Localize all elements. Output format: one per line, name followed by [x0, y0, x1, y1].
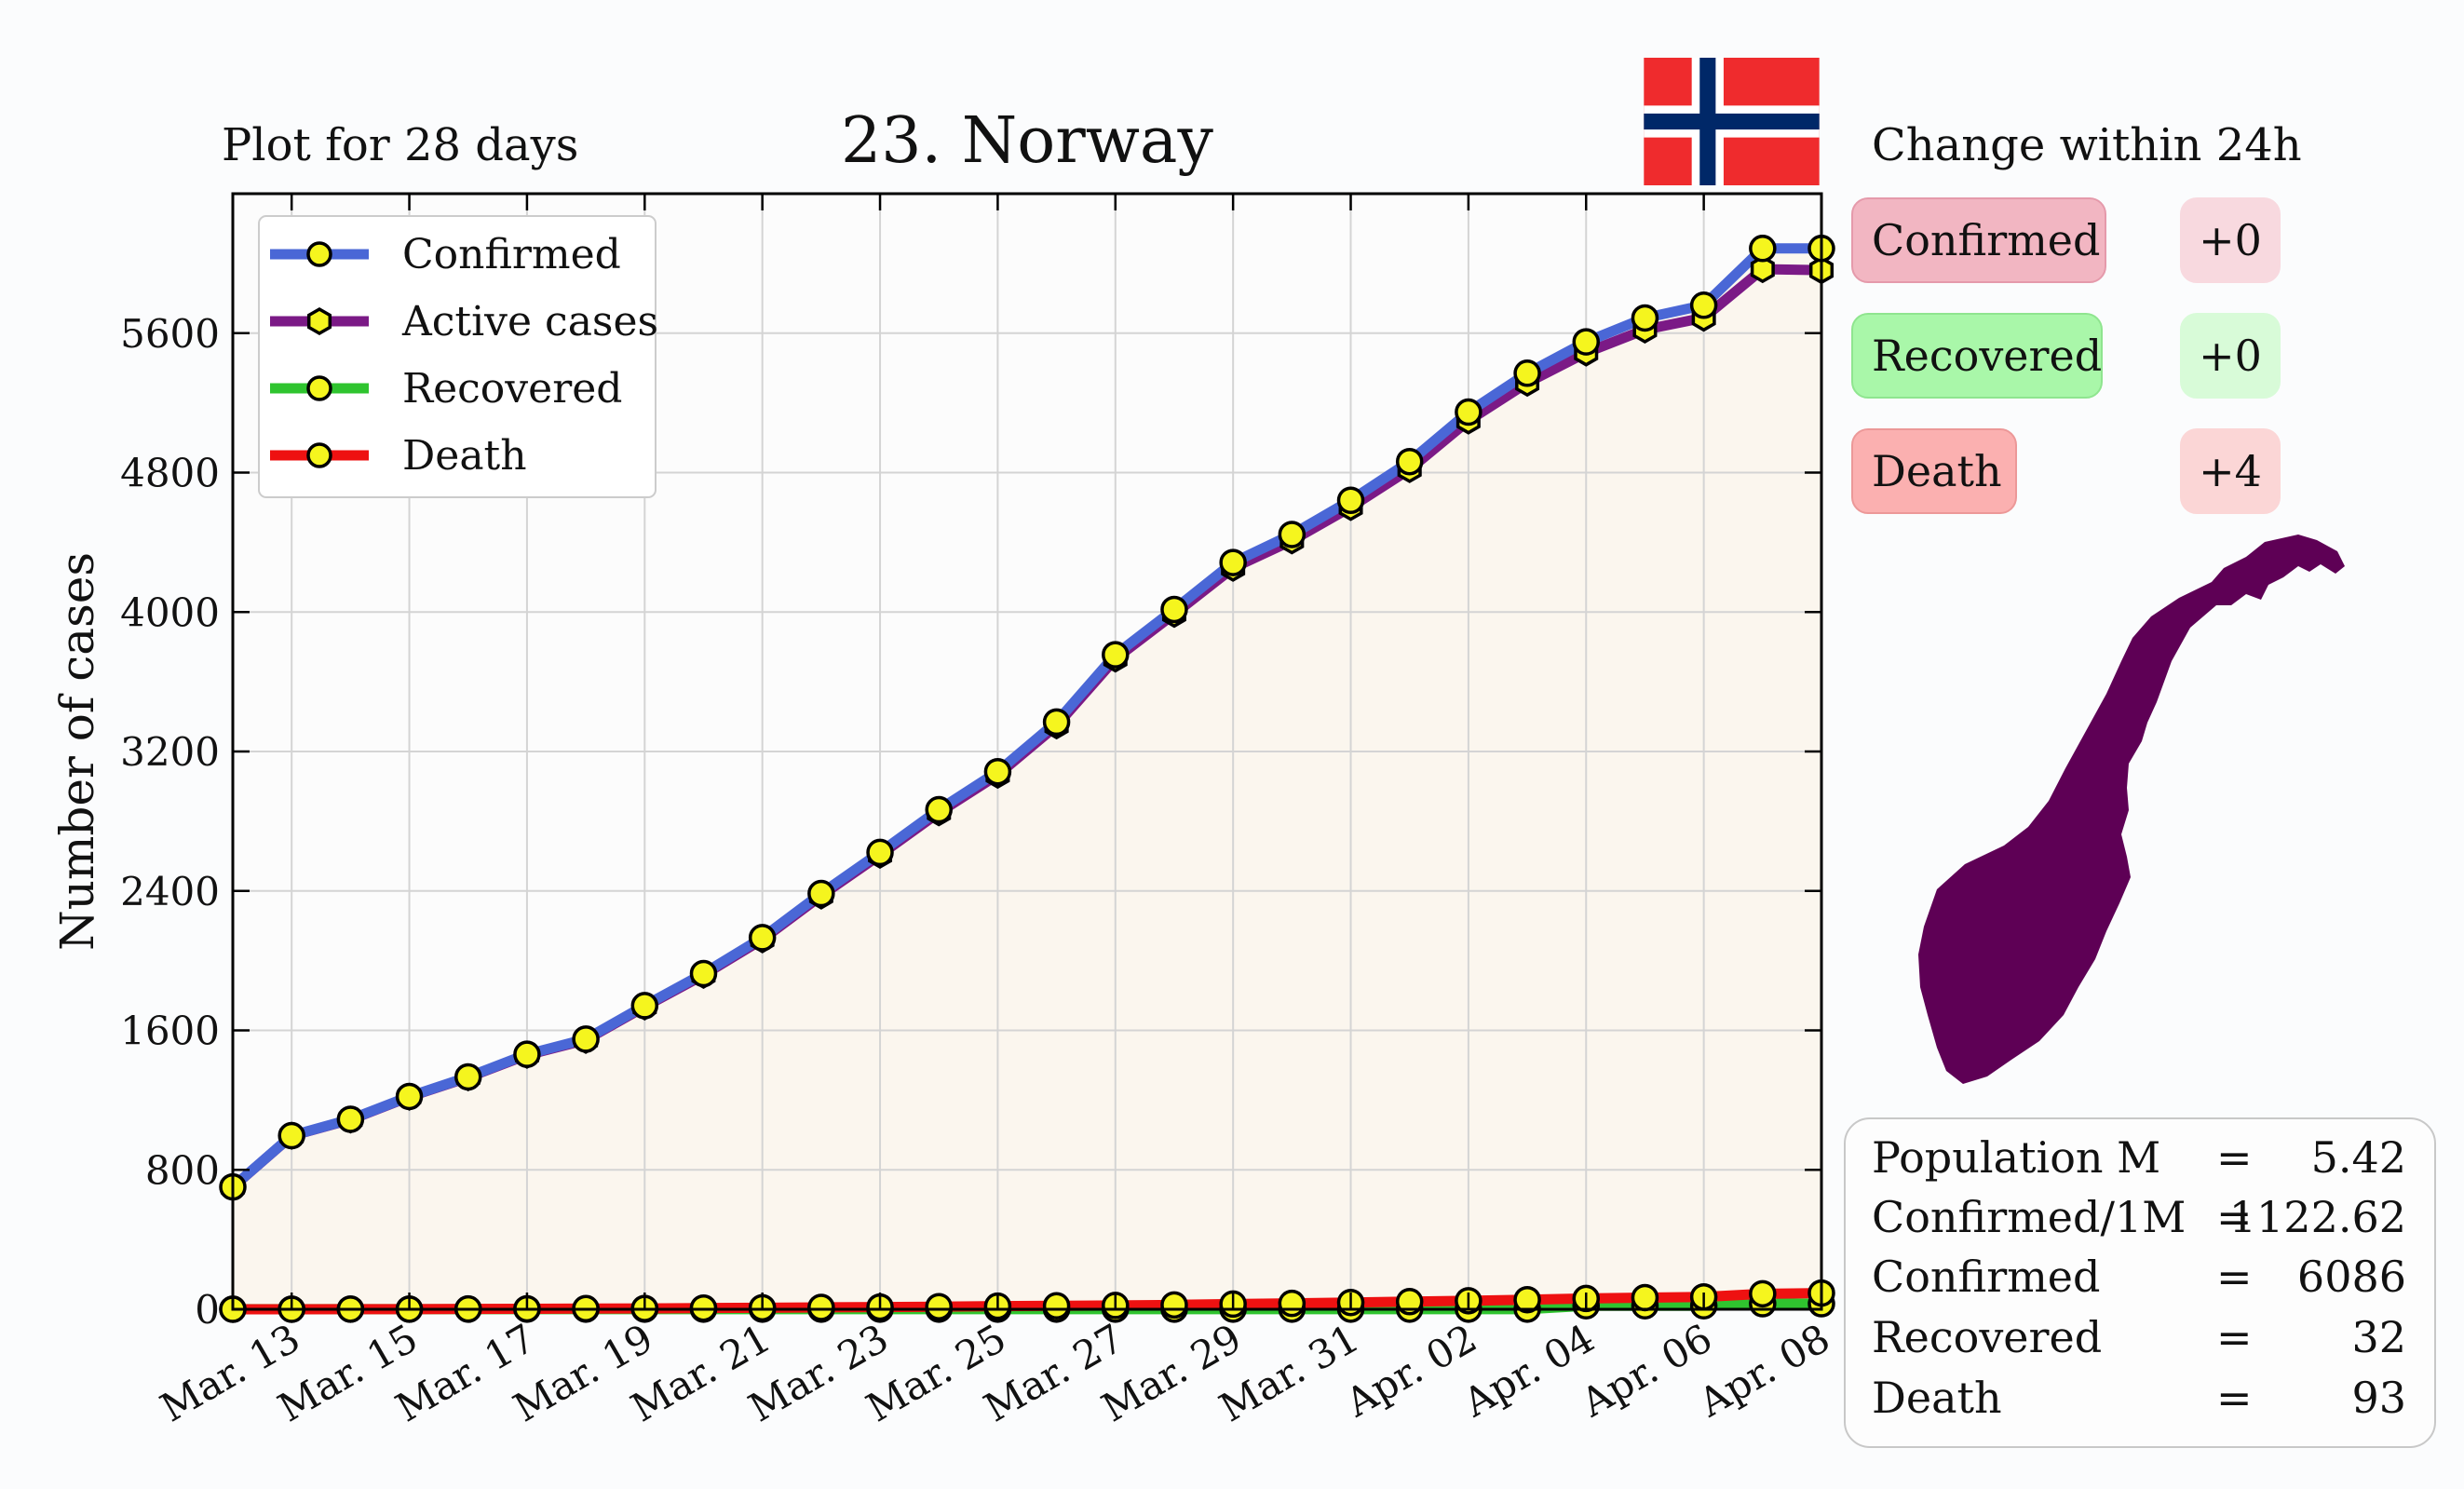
y-tick-label: 4000: [120, 589, 220, 635]
legend-label: Recovered: [402, 365, 622, 413]
stat-key: Confirmed: [1872, 1252, 2101, 1302]
data-point-confirmed: [1455, 398, 1482, 426]
stat-row-recovered: Recovered = 32: [1872, 1312, 2406, 1368]
stat-value: 93: [2351, 1373, 2406, 1423]
change-recovered-delta: +0: [2180, 313, 2281, 399]
change-confirmed-delta: +0: [2180, 197, 2281, 283]
stat-eq: =: [2216, 1373, 2253, 1423]
data-point-confirmed: [1219, 548, 1247, 576]
x-tick-label: Apr. 06: [1573, 1315, 1720, 1426]
data-point-confirmed: [1631, 304, 1659, 332]
data-point-confirmed: [807, 879, 835, 908]
x-tick-label: Apr. 04: [1455, 1315, 1603, 1426]
stat-eq: =: [2216, 1192, 2253, 1242]
confirmed-area-fill: [233, 248, 1821, 1310]
stat-eq: =: [2216, 1312, 2253, 1362]
data-point-confirmed: [748, 924, 777, 952]
legend-marker: [306, 306, 332, 336]
data-point-confirmed: [1102, 641, 1130, 669]
legend-marker: [306, 442, 332, 468]
stat-key: Death: [1872, 1373, 2002, 1423]
data-point-confirmed: [866, 838, 894, 867]
data-point-confirmed: [1278, 521, 1306, 548]
stat-value: 32: [2351, 1312, 2406, 1362]
stat-value: 6086: [2296, 1252, 2406, 1302]
y-axis-label: Number of cases: [50, 552, 104, 951]
data-point-death: [1160, 1291, 1188, 1320]
data-point-confirmed: [336, 1105, 365, 1133]
data-point-confirmed: [1395, 447, 1424, 476]
stat-row-confirmed: Confirmed = 6086: [1872, 1252, 2406, 1307]
data-point-confirmed: [983, 757, 1012, 786]
data-point-death: [1395, 1288, 1424, 1316]
change-confirmed-label: Confirmed: [1851, 197, 2106, 283]
data-point-confirmed: [1572, 328, 1601, 356]
data-point-confirmed: [689, 959, 718, 988]
change-title: Change within 24h: [1872, 119, 2302, 171]
stat-key: Recovered: [1872, 1312, 2103, 1362]
legend-marker: [306, 375, 332, 401]
change-death-delta: +4: [2180, 428, 2281, 514]
data-point-confirmed: [925, 795, 953, 824]
data-point-death: [1513, 1285, 1541, 1314]
change-recovered-label: Recovered: [1851, 313, 2103, 399]
y-tick-label: 800: [145, 1147, 220, 1193]
data-point-confirmed: [454, 1063, 482, 1091]
stat-row-confirmed-per-million: Confirmed/1M = 1122.62: [1872, 1192, 2406, 1248]
legend: Confirmed Active cases Recovered Death: [258, 215, 658, 498]
x-tick-label: Apr. 08: [1690, 1315, 1837, 1426]
data-point-confirmed: [572, 1025, 600, 1053]
series-line-confirmed: [229, 243, 1821, 1191]
norway-flag: [1644, 58, 1820, 185]
stat-eq: =: [2216, 1132, 2253, 1183]
data-point-death: [807, 1293, 835, 1321]
y-tick-label: 4800: [120, 451, 220, 496]
data-point-confirmed: [630, 992, 659, 1020]
legend-marker: [306, 241, 332, 267]
y-tick-label: 2400: [120, 869, 220, 914]
y-tick-label: 0: [195, 1287, 220, 1333]
data-point-confirmed: [1513, 359, 1541, 387]
stat-key: Population M: [1872, 1132, 2161, 1183]
stat-eq: =: [2216, 1252, 2253, 1302]
data-point-death: [925, 1293, 953, 1320]
y-tick-label: 3200: [120, 729, 220, 775]
stats-box: Population M = 5.42 Confirmed/1M = 1122.…: [1844, 1117, 2436, 1448]
data-point-death: [1278, 1289, 1306, 1318]
stat-value: 1122.62: [2228, 1192, 2406, 1242]
norway-map: [1918, 535, 2345, 1084]
data-point-confirmed: [1689, 291, 1718, 319]
data-point-confirmed: [395, 1082, 424, 1111]
y-tick-label: 1600: [120, 1008, 220, 1054]
y-tick-label: 5600: [120, 311, 220, 357]
data-point-confirmed: [513, 1040, 541, 1068]
data-point-confirmed: [1749, 235, 1777, 263]
legend-label: Confirmed: [402, 231, 621, 278]
data-point-confirmed: [1042, 708, 1071, 737]
legend-label: Death: [402, 432, 527, 480]
legend-label: Active cases: [401, 298, 658, 345]
data-point-confirmed: [1160, 595, 1188, 624]
stat-row-death: Death = 93: [1872, 1373, 2406, 1428]
change-death-label: Death: [1851, 428, 2017, 514]
plot-days-label: Plot for 28 days: [222, 119, 579, 171]
data-point-confirmed: [278, 1121, 305, 1150]
data-point-death: [1042, 1292, 1071, 1320]
legend-box: [258, 215, 657, 498]
data-point-confirmed: [1336, 486, 1365, 515]
stat-key: Confirmed/1M: [1872, 1192, 2186, 1242]
data-point-death: [1749, 1279, 1777, 1308]
page-title: 23. Norway: [841, 104, 1213, 178]
data-point-death: [1631, 1283, 1659, 1312]
stat-value: 5.42: [2310, 1132, 2406, 1183]
x-tick-label: Apr. 02: [1337, 1315, 1484, 1426]
stat-row-population: Population M = 5.42: [1872, 1132, 2406, 1188]
